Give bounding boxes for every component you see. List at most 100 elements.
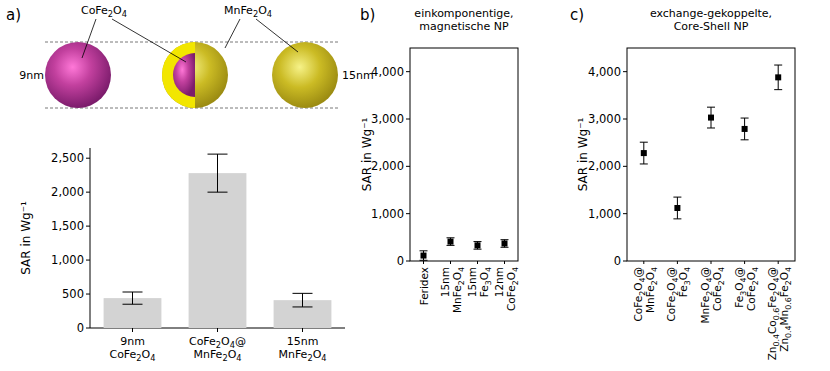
error-cap <box>707 107 715 108</box>
y-tick <box>86 226 90 227</box>
error-cap <box>673 197 681 198</box>
cut-face <box>162 42 195 108</box>
pointer <box>256 19 298 52</box>
panel-label: c) <box>570 6 584 24</box>
y-tick <box>406 119 410 120</box>
core-sphere <box>45 42 111 108</box>
error-bar <box>640 142 648 164</box>
marker <box>475 242 481 248</box>
y-tick-label: 0 <box>614 254 621 268</box>
error-bar <box>741 118 749 140</box>
core-shell-sphere <box>162 42 228 108</box>
error-bar <box>707 107 715 128</box>
pointer <box>112 19 186 62</box>
y-tick-label: 1,000 <box>588 207 621 221</box>
diagram: CoFe2O4 MnFe2O4 9nm 15nm <box>19 4 373 108</box>
y-tick <box>86 260 90 261</box>
x-tick <box>217 328 218 332</box>
marker <box>502 240 508 246</box>
core-label: CoFe2O4 <box>81 4 127 19</box>
error-cap <box>293 293 313 294</box>
x-tick-label: Zn0.4Co0.6Fe2O4@Zn0.4Mn0.6Fe2O4 <box>766 267 793 360</box>
cut-core <box>173 53 195 97</box>
shell-sphere <box>272 42 338 108</box>
x-tick <box>744 261 745 264</box>
y-tick <box>406 261 410 262</box>
panel-label: b) <box>360 6 375 24</box>
y-tick <box>623 119 627 120</box>
marker <box>448 239 454 245</box>
x-tick-label: 15nmMnFe2O4 <box>278 335 326 363</box>
y-tick-label: 3,000 <box>588 112 621 126</box>
error-cap <box>447 237 455 238</box>
x-tick-label: CoFe2O4@Fe3O4 <box>665 267 692 321</box>
size-label: 9nm <box>19 69 44 82</box>
error-cap <box>208 154 228 155</box>
y-tick-label: 0 <box>397 254 404 268</box>
x-tick-label: Fe3O4@CoFe2O4 <box>733 267 760 311</box>
y-tick-label: 3,000 <box>371 112 404 126</box>
y-tick-label: 1,000 <box>51 253 84 267</box>
y-tick-label: 1,000 <box>371 207 404 221</box>
y-tick <box>86 294 90 295</box>
y-tick-label: 0 <box>77 321 84 335</box>
error-bar <box>501 240 509 248</box>
y-tick <box>406 71 410 72</box>
chart-panel: 05001,0001,5002,0002,500SAR in Wg⁻¹9nmCo… <box>19 148 345 363</box>
chart-panel: 01,0002,0003,0004,000SAR in Wg⁻¹einkompo… <box>360 7 520 313</box>
plot-frame <box>410 48 518 261</box>
x-tick <box>477 261 478 264</box>
error-line <box>217 154 218 192</box>
error-cap <box>741 118 749 119</box>
error-cap <box>420 250 428 251</box>
error-cap <box>707 127 715 128</box>
error-cap <box>501 247 509 248</box>
x-tick <box>778 261 779 264</box>
marker <box>708 115 714 121</box>
error-bar <box>447 238 455 246</box>
data-group <box>640 65 782 219</box>
x-tick-label: 12nmCoFe2O4 <box>493 267 520 311</box>
x-tick <box>450 261 451 264</box>
error-bar <box>293 293 313 307</box>
error-cap <box>774 89 782 90</box>
y-tick <box>623 71 627 72</box>
data-group <box>420 238 509 260</box>
size-label: 15nm <box>342 69 374 82</box>
marker <box>775 74 781 80</box>
y-axis <box>90 148 91 328</box>
marker <box>641 150 647 156</box>
error-cap <box>774 65 782 66</box>
error-cap <box>640 142 648 143</box>
y-tick-label: 2,500 <box>51 151 84 165</box>
error-cap <box>420 260 428 261</box>
plot-frame <box>627 48 795 261</box>
x-tick <box>423 261 424 264</box>
error-bar <box>420 251 428 260</box>
error-bar <box>474 242 482 250</box>
pointer <box>82 19 96 58</box>
error-cap <box>293 306 313 307</box>
y-tick <box>86 192 90 193</box>
y-axis-label: SAR in Wg⁻¹ <box>576 118 590 192</box>
chart-title: einkomponentige,magnetische NP <box>414 7 513 33</box>
x-tick-label: 15nmFe3O4 <box>466 267 493 297</box>
x-tick-label: CoFe2O4@MnFe2O4 <box>632 267 659 321</box>
data-group <box>104 154 332 328</box>
x-tick-label: MnFe2O4@CoFe2O4 <box>699 267 726 323</box>
x-tick-label: Feridex <box>418 267 430 305</box>
marker <box>421 253 427 259</box>
error-line <box>132 292 133 304</box>
shell-label: MnFe2O4 <box>224 4 272 19</box>
error-cap <box>501 239 509 240</box>
error-cap <box>123 292 143 293</box>
y-tick <box>623 166 627 167</box>
y-tick <box>623 261 627 262</box>
x-tick-label: 9nmCoFe2O4 <box>109 335 155 363</box>
x-tick <box>132 328 133 332</box>
x-tick-label: CoFe2O4@MnFe2O4 <box>189 335 246 363</box>
chart-panel: 01,0002,0003,0004,000SAR in Wg⁻¹exchange… <box>576 7 795 360</box>
panel-label: a) <box>6 6 21 24</box>
error-cap <box>474 241 482 242</box>
y-tick-label: 2,000 <box>588 159 621 173</box>
